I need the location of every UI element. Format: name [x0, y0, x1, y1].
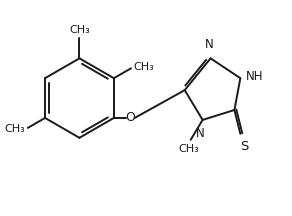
Text: O: O: [125, 111, 135, 124]
Text: CH₃: CH₃: [4, 124, 25, 134]
Text: NH: NH: [246, 70, 264, 83]
Text: CH₃: CH₃: [134, 62, 154, 72]
Text: N: N: [196, 127, 205, 140]
Text: N: N: [205, 38, 214, 51]
Text: CH₃: CH₃: [178, 144, 199, 154]
Text: CH₃: CH₃: [69, 25, 90, 35]
Text: S: S: [240, 140, 248, 153]
